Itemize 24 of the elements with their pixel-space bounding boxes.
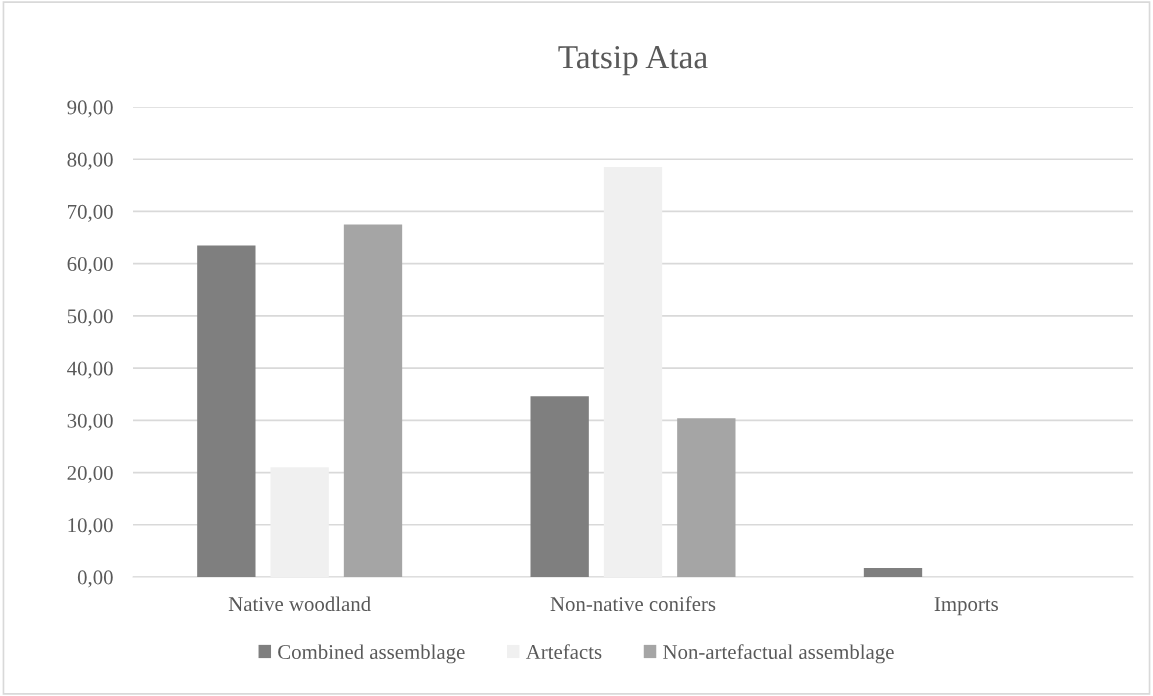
bar [677,418,736,577]
chart-title: Tatsip Ataa [558,46,708,76]
x-tick-label: Imports [934,597,998,616]
legend-label: Artefacts [525,644,602,660]
legend-label: Non-artefactual assemblage [663,644,894,664]
bar [343,224,403,577]
y-tick-label: 20,00 [67,465,113,483]
bar [603,167,663,577]
y-tick-label: 50,00 [67,309,113,327]
y-tick-label: 40,00 [67,361,113,379]
y-tick-label: 80,00 [67,152,113,170]
bar [863,568,923,577]
bar [530,396,589,577]
y-tick-label: 70,00 [68,204,113,222]
bar [270,467,329,577]
x-tick-label: Native woodland [228,596,371,612]
y-tick-label: 90,00 [67,100,113,118]
bar [197,245,256,577]
y-tick-label: 10,00 [68,518,113,536]
legend-label: Combined assemblage [278,644,465,664]
y-tick-label: 0,00 [77,570,113,588]
y-tick-label: 30,00 [67,413,113,431]
y-tick-label: 60,00 [67,257,113,275]
x-tick-label: Non-native conifers [550,596,716,612]
